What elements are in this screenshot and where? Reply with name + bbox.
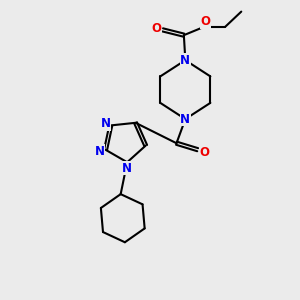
Text: N: N: [95, 145, 105, 158]
Text: N: N: [100, 117, 110, 130]
Text: N: N: [180, 112, 190, 126]
Text: O: O: [199, 146, 209, 159]
Text: O: O: [152, 22, 162, 35]
Text: N: N: [122, 162, 132, 175]
Text: N: N: [180, 54, 190, 67]
Text: O: O: [200, 15, 210, 28]
